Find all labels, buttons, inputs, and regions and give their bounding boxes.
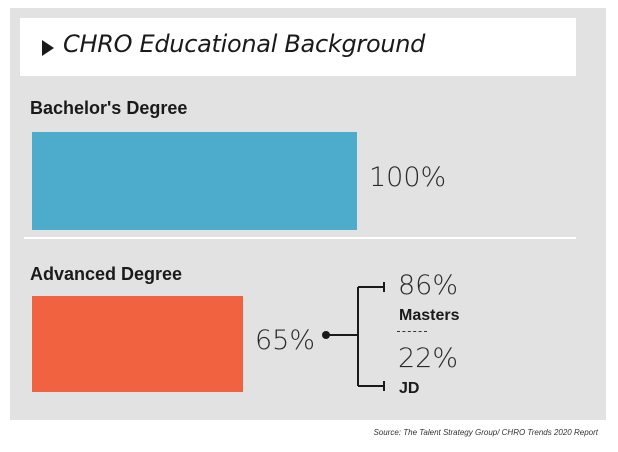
title-bar: CHRO Educational Background bbox=[20, 18, 576, 76]
breakdown-dashed-separator bbox=[397, 331, 427, 332]
bar-advanced bbox=[32, 296, 243, 392]
value-label-advanced: 65% bbox=[255, 325, 316, 356]
breakdown-value-jd: 22% bbox=[398, 343, 459, 374]
section-divider bbox=[24, 237, 576, 239]
category-label-advanced: Advanced Degree bbox=[30, 264, 183, 284]
play-arrow-icon bbox=[42, 40, 54, 56]
value-label-bachelors: 100% bbox=[369, 162, 447, 193]
category-label-bachelors: Bachelor's Degree bbox=[30, 98, 188, 118]
source-note: Source: The Talent Strategy Group/ CHRO … bbox=[373, 428, 598, 437]
chart-title: CHRO Educational Background bbox=[63, 30, 426, 58]
breakdown-value-masters: 86% bbox=[398, 270, 459, 301]
breakdown-label-masters: Masters bbox=[399, 307, 460, 324]
bar-bachelors bbox=[32, 132, 357, 230]
breakdown-label-jd: JD bbox=[399, 380, 420, 397]
